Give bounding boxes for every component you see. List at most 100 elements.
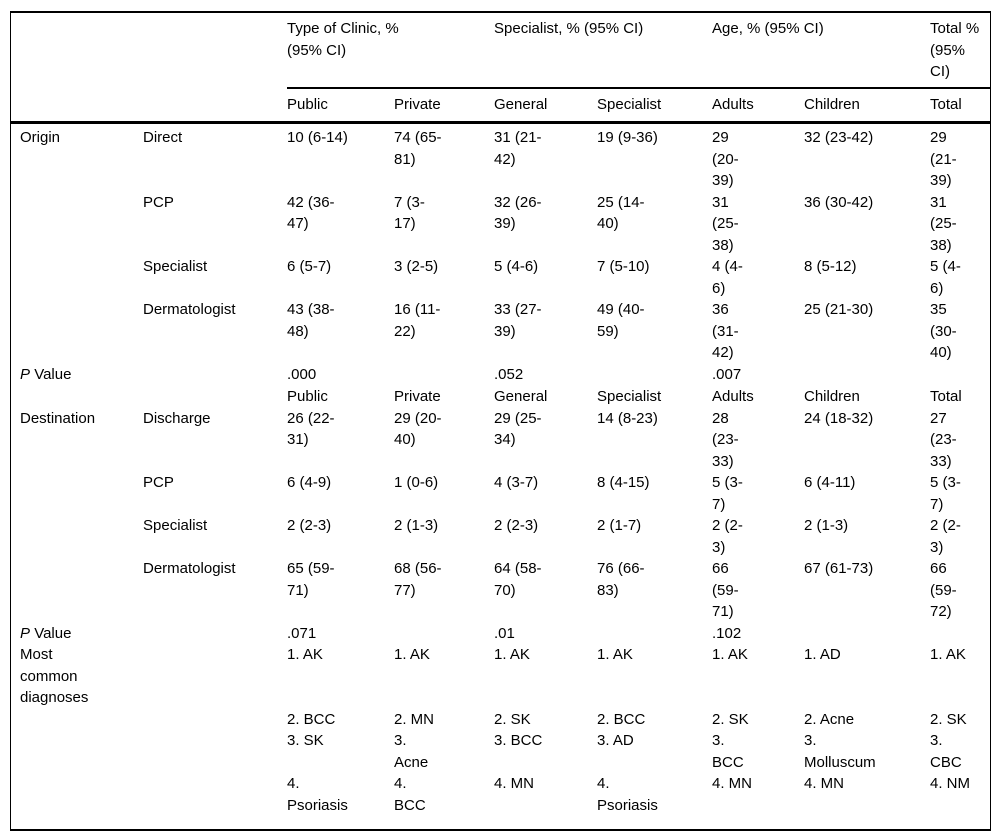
cell: 10 (6-14)	[287, 129, 348, 146]
empty-cell	[11, 773, 287, 829]
cell: 1. AK	[287, 646, 323, 663]
cell: 3. SK	[287, 732, 324, 749]
cell: 4. Psoriasis	[287, 775, 348, 814]
cell: 3 (2-5)	[394, 258, 439, 275]
cell	[597, 364, 712, 386]
cell: 42 (36- 47)	[287, 193, 335, 233]
cell: 74 (65- 81)	[394, 129, 442, 168]
empty-cell	[11, 385, 287, 408]
empty-cell	[11, 472, 143, 515]
column-header-public: Public	[287, 87, 394, 124]
column-header-children: Children	[804, 388, 860, 405]
row-label: Discharge	[143, 409, 211, 427]
cell: 1. AK	[597, 646, 633, 663]
cell: 29 (20- 39)	[712, 129, 739, 189]
cell: 4. Psoriasis	[597, 775, 658, 814]
cell: 4 (3-7)	[494, 474, 539, 491]
cell: 4. NM	[930, 775, 971, 792]
cell: 4 (4- 6)	[712, 258, 743, 297]
cell: 25 (14- 40)	[597, 193, 645, 233]
cell: 4. MN	[712, 775, 753, 792]
cell: 4. MN	[804, 775, 845, 792]
cell: 64 (58- 70)	[494, 560, 542, 599]
row-label: Dermatologist	[143, 301, 236, 318]
cell: 8 (4-15)	[597, 474, 650, 491]
group-header-specialist: Specialist, % (95% CI)	[494, 13, 712, 89]
cell: 5 (3- 7)	[712, 474, 743, 513]
cell: 31 (25- 38)	[712, 193, 739, 254]
table-row: Destination Discharge 26 (22- 31) 29 (20…	[11, 408, 990, 473]
cell: 8 (5-12)	[804, 258, 857, 275]
column-header-total: Total	[930, 87, 990, 124]
table-row: PCP 42 (36- 47) 7 (3- 17) 32 (26- 39) 25…	[11, 192, 990, 257]
cell: 4. MN	[494, 775, 535, 792]
cell: 2. SK	[494, 710, 531, 728]
column-header-adults: Adults	[712, 388, 754, 405]
cell: 26 (22- 31)	[287, 409, 335, 449]
cell: 2. Acne	[804, 710, 855, 728]
empty-cell	[11, 515, 143, 558]
group-header-type-of-clinic: Type of Clinic, % (95% CI)	[287, 13, 494, 89]
cell: 7 (5-10)	[597, 258, 650, 275]
cell: 4. BCC	[394, 775, 426, 814]
column-header-total: Total	[930, 388, 962, 405]
column-header-private: Private	[394, 388, 441, 405]
p-rest: Value	[34, 624, 72, 642]
table-row: 4. Psoriasis 4. BCC 4. MN 4. Psoriasis 4…	[11, 773, 990, 829]
cell: 49 (40- 59)	[597, 301, 645, 340]
cell: 3. BCC	[712, 732, 744, 771]
column-header-general: General	[494, 87, 597, 124]
cell: 66 (59- 72)	[930, 560, 957, 620]
section-label-origin: Origin	[20, 129, 61, 146]
results-table-frame: Type of Clinic, % (95% CI) Specialist, %…	[10, 11, 991, 831]
cell: 25 (21-30)	[804, 301, 874, 318]
cell: 65 (59- 71)	[287, 560, 335, 599]
table-row: Specialist 6 (5-7) 3 (2-5) 5 (4-6) 7 (5-…	[11, 256, 990, 299]
column-header-specialist: Specialist	[597, 87, 712, 124]
row-label: PCP	[143, 193, 174, 211]
cell: 32 (26- 39)	[494, 193, 542, 233]
cell: 2 (2-3)	[494, 517, 539, 534]
empty-cell	[11, 558, 143, 623]
row-label: PCP	[143, 474, 174, 491]
table-row: Specialist 2 (2-3) 2 (1-3) 2 (2-3) 2 (1-…	[11, 515, 990, 558]
cell	[804, 364, 930, 386]
section-label-destination: Destination	[20, 409, 96, 427]
cell: 2 (1-3)	[394, 517, 439, 534]
cell: 1. AK	[494, 646, 530, 663]
cell: 2 (1-3)	[804, 517, 849, 534]
cell: 36 (30-42)	[804, 193, 874, 211]
cell: 5 (4-6)	[494, 258, 539, 275]
column-header-adults: Adults	[712, 87, 804, 124]
table-row: Origin Direct 10 (6-14) 74 (65- 81) 31 (…	[11, 123, 990, 192]
empty-cell	[11, 192, 143, 257]
table-row: P Value .071 .01 .102	[11, 623, 990, 645]
cell: 29 (20- 40)	[394, 409, 442, 449]
row-label: Dermatologist	[143, 560, 236, 577]
cell: 7 (3- 17)	[394, 193, 425, 233]
table-row: Dermatologist 43 (38- 48) 16 (11- 22) 33…	[11, 299, 990, 364]
cell: 28 (23- 33)	[712, 409, 739, 470]
cell: 3. CBC	[930, 732, 962, 771]
table-row: 3. SK 3. Acne 3. BCC 3. AD 3. BCC 3. Mol…	[11, 730, 990, 773]
cell: .000	[287, 365, 317, 383]
cell: .007	[712, 365, 742, 383]
cell	[930, 623, 990, 645]
table-row: PCP 6 (4-9) 1 (0-6) 4 (3-7) 8 (4-15) 5 (…	[11, 472, 990, 515]
column-header-specialist: Specialist	[597, 388, 662, 405]
column-header-public: Public	[287, 388, 328, 405]
cell: 35 (30- 40)	[930, 301, 957, 361]
cell: 31 (21- 42)	[494, 129, 542, 168]
cell: 67 (61-73)	[804, 560, 874, 577]
cell: 2 (2- 3)	[930, 517, 961, 556]
row-label: Specialist	[143, 258, 208, 275]
table-row: Dermatologist 65 (59- 71) 68 (56- 77) 64…	[11, 558, 990, 623]
cell: .052	[494, 365, 524, 383]
empty-cell	[11, 299, 143, 364]
table-row: P Value .000 .052 .007	[11, 364, 990, 386]
table-row: Type of Clinic, % (95% CI) Specialist, %…	[11, 13, 990, 89]
cell	[597, 623, 712, 645]
cell: 3. Molluscum	[804, 732, 876, 771]
cell: 2. SK	[930, 710, 967, 728]
